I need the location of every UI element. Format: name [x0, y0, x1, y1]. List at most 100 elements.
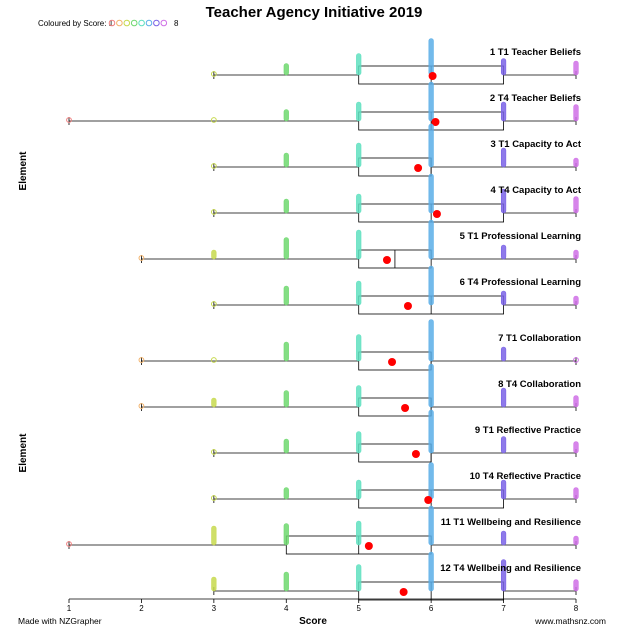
- score-dot-stack: [356, 431, 362, 454]
- score-dot-stack: [573, 487, 579, 500]
- panel-label: 6 T4 Professional Learning: [460, 277, 582, 288]
- score-dot-stack: [573, 60, 579, 76]
- score-dot-stack: [356, 280, 362, 306]
- score-dot-stack: [283, 109, 289, 122]
- score-dot-stack: [428, 123, 434, 168]
- score-dot-stack: [428, 81, 434, 122]
- score-dot: [138, 403, 145, 409]
- score-dot-stack: [428, 505, 434, 546]
- panel: 11 T1 Wellbeing and Resilience: [66, 505, 581, 555]
- score-dot-stack: [500, 436, 507, 454]
- score-dot-stack: [573, 157, 579, 168]
- box: [358, 443, 432, 463]
- panel: 2 T4 Teacher Beliefs: [66, 81, 581, 131]
- x-axis: 1 2 3 4 5 6 7 8: [67, 598, 579, 613]
- score-dot-stack: [356, 193, 362, 214]
- mean-marker: [411, 450, 420, 458]
- mean-marker: [428, 72, 437, 80]
- x-tick-label: 4: [284, 604, 289, 613]
- score-dot: [210, 209, 217, 215]
- score-dot-stack: [500, 559, 507, 592]
- score-dot-stack: [428, 409, 434, 454]
- score-dot: [210, 357, 217, 363]
- panel-label: 7 T1 Collaboration: [498, 333, 581, 344]
- mean-marker: [401, 404, 410, 412]
- score-dot-stack: [283, 198, 289, 214]
- legend-swatch: [160, 19, 168, 27]
- score-dot-stack: [428, 551, 434, 592]
- panel-label: 9 T1 Reflective Practice: [475, 425, 581, 436]
- score-dot-stack: [428, 462, 434, 500]
- panel: 1 T1 Teacher Beliefs: [210, 38, 581, 85]
- score-dot-stack: [500, 101, 507, 122]
- score-dot: [210, 301, 217, 307]
- panel: 10 T4 Reflective Practice: [210, 462, 581, 509]
- legend-swatch: [130, 19, 138, 27]
- score-dot-stack: [428, 219, 434, 260]
- legend-swatches: [108, 19, 168, 27]
- mean-marker: [399, 588, 408, 596]
- x-tick-label: 2: [139, 604, 144, 613]
- score-dot-stack: [428, 265, 434, 306]
- panels: 1 T1 Teacher Beliefs 2 T4 Teacher Beliefs…: [66, 38, 582, 601]
- mean-marker: [431, 118, 440, 126]
- x-tick-label: 6: [429, 604, 434, 613]
- score-dot-stack: [356, 53, 362, 76]
- panel-label: 3 T1 Capacity to Act: [491, 139, 582, 150]
- score-dot-stack: [356, 229, 362, 260]
- panel: 6 T4 Professional Learning: [210, 265, 582, 315]
- score-dot: [210, 449, 217, 455]
- legend-swatch: [153, 19, 160, 27]
- x-tick-label: 5: [356, 604, 361, 613]
- mean-marker: [364, 542, 373, 550]
- score-dot-stack: [428, 363, 434, 408]
- panel: 8 T4 Collaboration: [138, 363, 581, 417]
- panel-label: 10 T4 Reflective Practice: [470, 471, 581, 482]
- score-dot-stack: [283, 152, 289, 168]
- x-tick-label: 1: [67, 604, 72, 613]
- panel: 4 T4 Capacity to Act: [210, 173, 582, 223]
- score-dot-stack: [356, 520, 362, 546]
- score-dot-stack: [211, 397, 217, 408]
- legend-swatch: [108, 19, 116, 27]
- score-dot-stack: [500, 147, 507, 168]
- chart-title: Teacher Agency Initiative 2019: [206, 4, 423, 21]
- score-dot-stack: [500, 479, 507, 500]
- legend-swatch: [145, 19, 153, 27]
- legend-swatch: [116, 19, 123, 27]
- score-dot-stack: [500, 290, 507, 306]
- score-dot: [210, 117, 217, 123]
- legend-end-label: 8: [174, 19, 179, 28]
- x-axis-label: Score: [299, 616, 327, 627]
- score-dot-stack: [283, 285, 289, 306]
- score-dot-stack: [500, 530, 507, 546]
- score-dot-stack: [283, 237, 289, 260]
- score-dot-stack: [356, 142, 362, 168]
- panel-label: 11 T1 Wellbeing and Resilience: [441, 517, 581, 528]
- panel: 7 T1 Collaboration: [138, 319, 581, 371]
- score-dot-stack: [283, 487, 289, 500]
- score-dot-stack: [428, 319, 434, 362]
- score-dot-stack: [573, 579, 579, 592]
- score-dot-stack: [283, 63, 289, 76]
- score-dot-stack: [573, 295, 579, 306]
- score-dot-stack: [500, 188, 507, 214]
- score-dot: [66, 541, 72, 547]
- mean-marker: [403, 302, 412, 310]
- score-dot-stack: [283, 438, 289, 454]
- score-dot-stack: [500, 58, 507, 76]
- score-dot-stack: [573, 441, 579, 454]
- score-dot-stack: [356, 101, 362, 122]
- score-dot-stack: [500, 244, 507, 260]
- x-tick-label: 3: [212, 604, 217, 613]
- legend-label: Coloured by Score: 1: [38, 19, 114, 28]
- y-axis-label-bottom: Element: [18, 433, 29, 473]
- legend-swatch: [123, 19, 131, 27]
- panel: 12 T4 Wellbeing and Resilience: [211, 551, 581, 601]
- mean-marker: [388, 358, 397, 366]
- legend: Coloured by Score: 1 8: [38, 19, 179, 28]
- panel-label: 8 T4 Collaboration: [498, 379, 581, 390]
- score-dot-stack: [283, 523, 289, 546]
- score-dot: [66, 117, 72, 123]
